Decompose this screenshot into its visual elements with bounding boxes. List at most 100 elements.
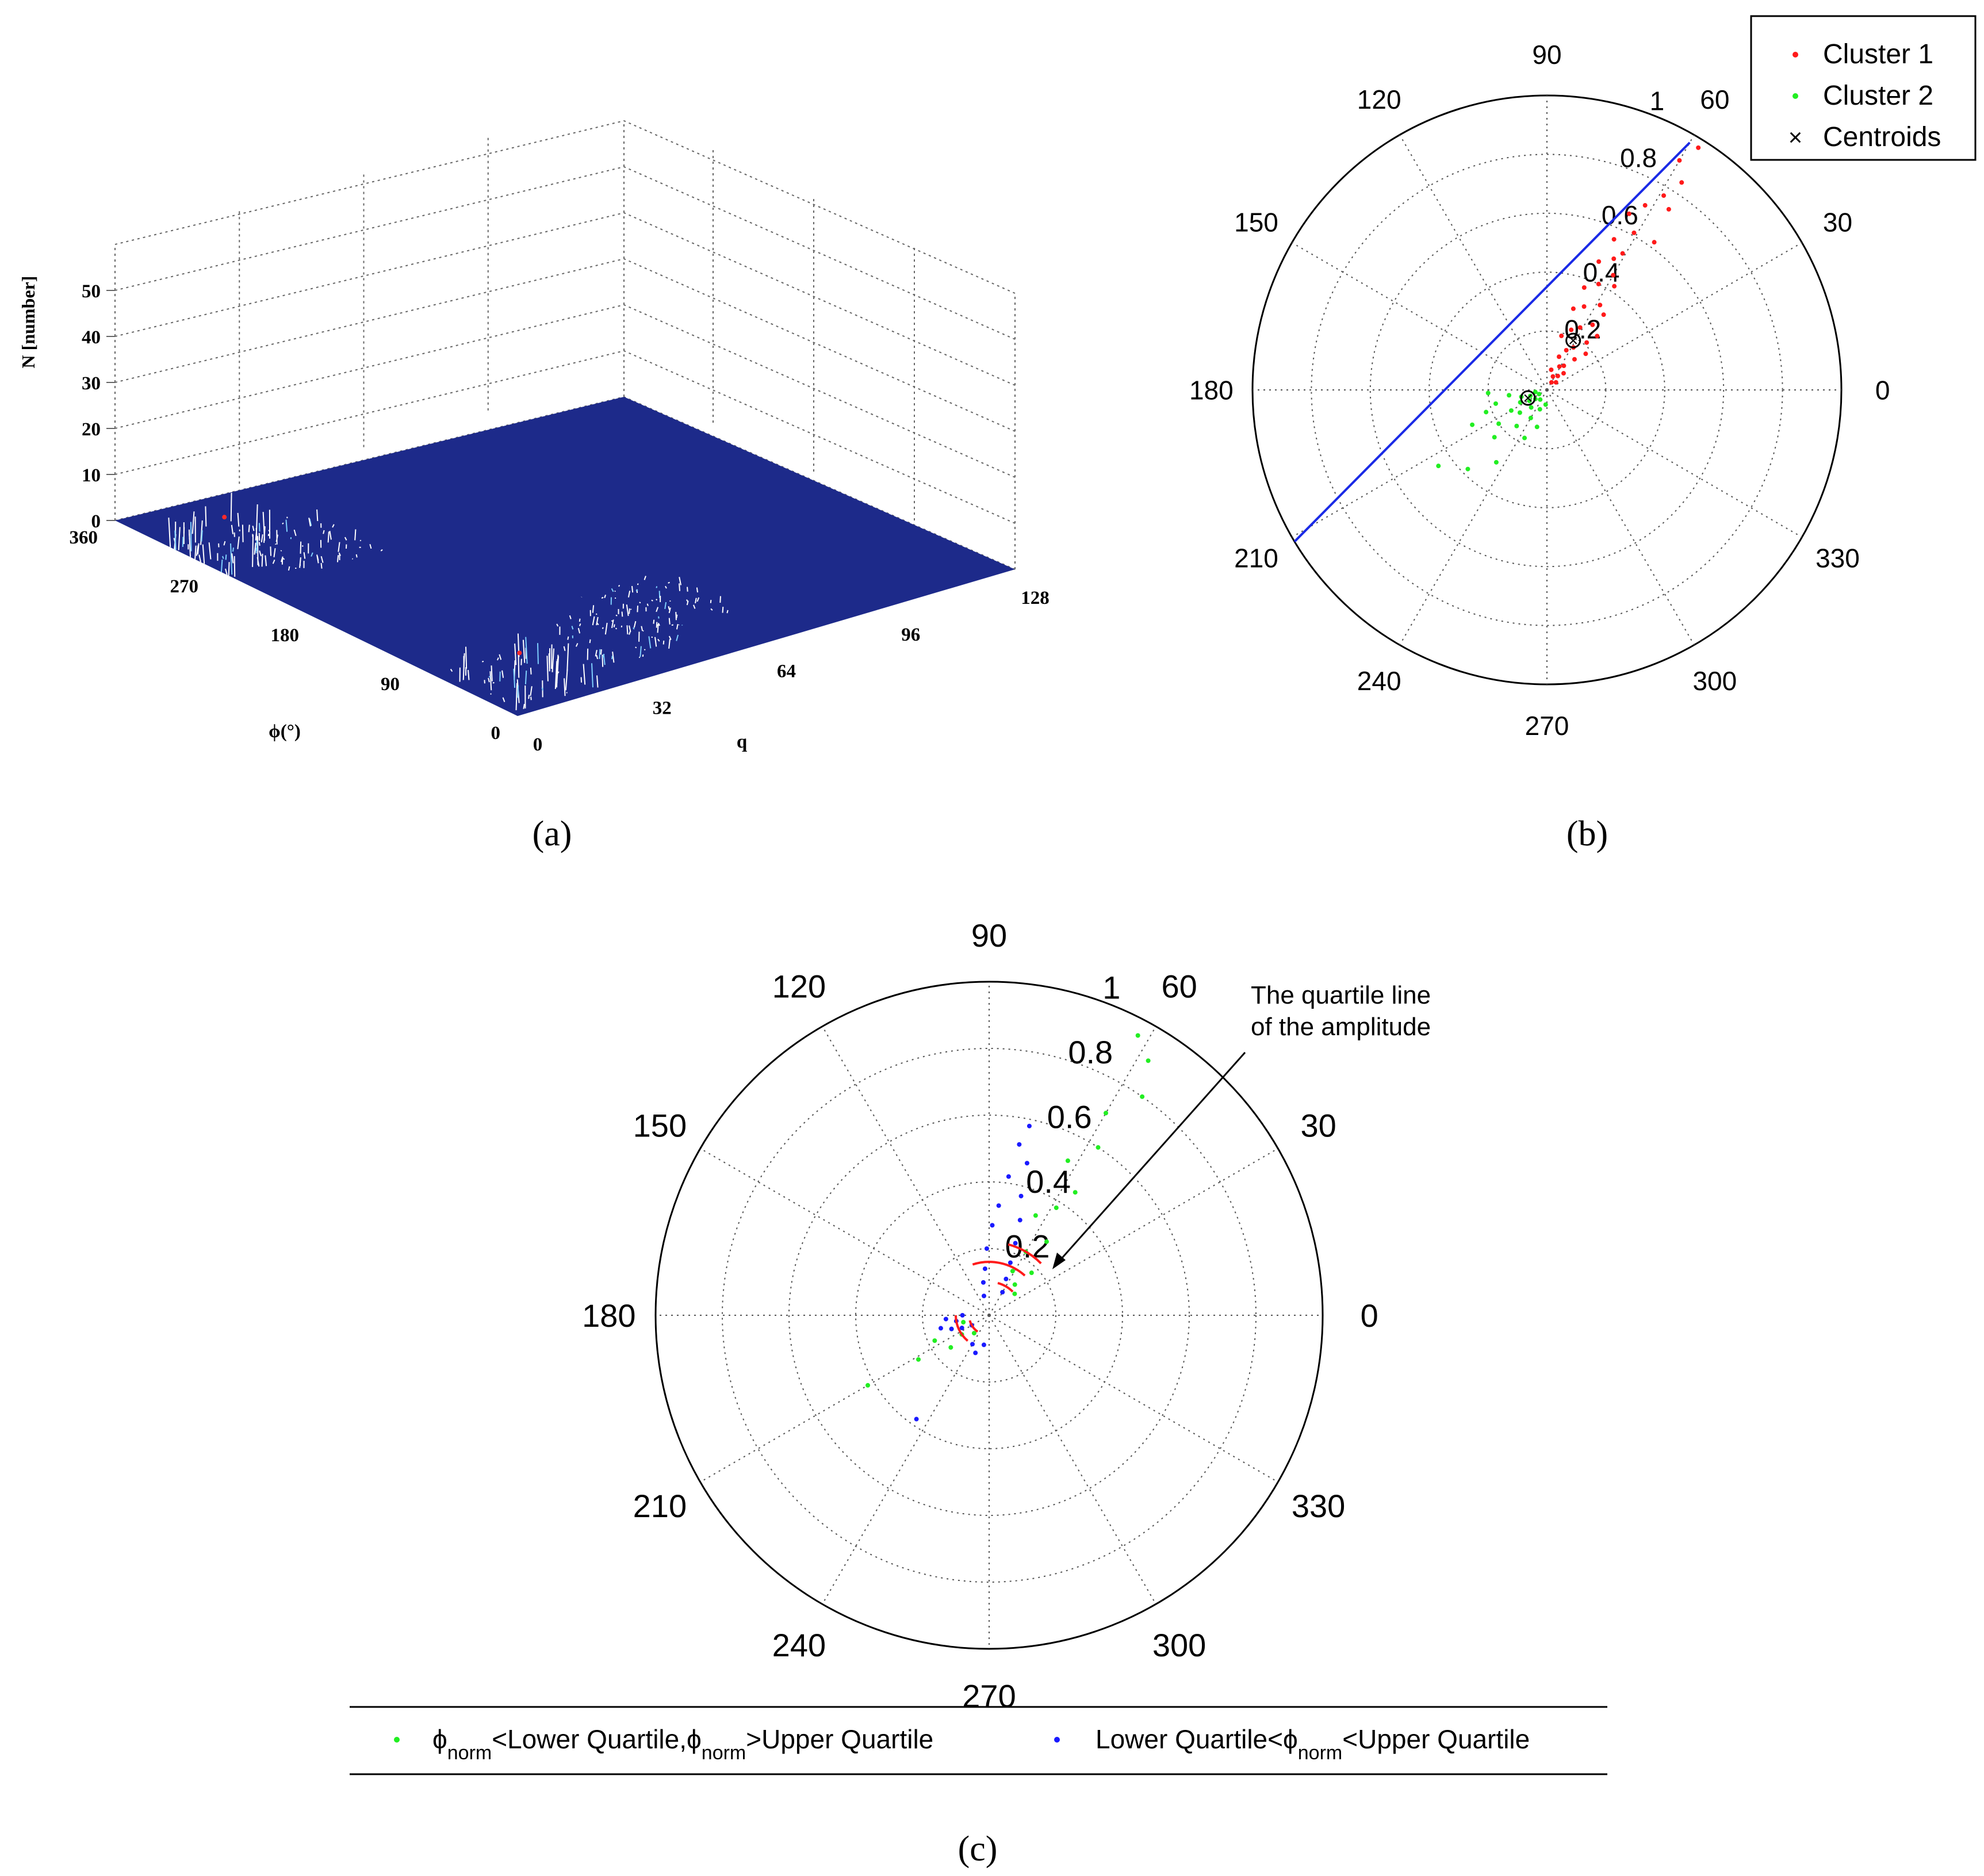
b-legend-marker-cluster1 xyxy=(1793,52,1798,58)
a-peak-spike xyxy=(523,703,525,709)
b-centroid-marker: × xyxy=(1568,331,1579,350)
b-point xyxy=(1465,466,1470,472)
a-peak-spike xyxy=(577,627,581,634)
c-point xyxy=(970,1342,975,1347)
a-peak-spike xyxy=(293,529,297,537)
polar-spoke xyxy=(1399,389,1548,645)
a-grid-level xyxy=(114,120,1016,294)
polar-angle-label: 330 xyxy=(1816,543,1860,573)
b-point xyxy=(1679,180,1684,185)
a-peak-spike xyxy=(642,654,644,657)
a-peak-spike xyxy=(528,694,530,699)
a-grid-level xyxy=(114,304,1016,478)
polar-spoke xyxy=(822,1026,990,1316)
a-peak-spike xyxy=(168,518,171,548)
c-point xyxy=(1146,1058,1151,1063)
a-peak-spike xyxy=(604,594,606,598)
a-peak-spike xyxy=(359,539,362,542)
b-point xyxy=(1590,322,1595,327)
a-peak-spike xyxy=(635,646,637,649)
a-peaks xyxy=(168,492,729,710)
c-point xyxy=(932,1338,937,1343)
polar-ring xyxy=(1369,212,1725,568)
a-peak-spike xyxy=(658,616,660,619)
a-peak-spike xyxy=(599,649,601,659)
a-peak-spike xyxy=(198,554,202,562)
c-point xyxy=(1013,1241,1018,1246)
polar-spoke xyxy=(700,1315,990,1483)
a-peak-spike xyxy=(231,524,234,534)
a-peak-spike xyxy=(592,616,595,626)
a-peak-spike xyxy=(656,599,658,601)
a-peak-spike xyxy=(299,557,301,568)
a-z-tick-label: 50 xyxy=(82,281,101,302)
a-peak-spike xyxy=(482,660,484,663)
b-legend-label-cluster1: Cluster 1 xyxy=(1823,39,1933,70)
c-point xyxy=(1000,1289,1005,1295)
a-peak-spike xyxy=(327,531,330,543)
a-peak-spike xyxy=(275,534,278,542)
b-point xyxy=(1666,206,1671,212)
a-peak-spike xyxy=(231,553,234,564)
b-point xyxy=(1549,367,1554,372)
a-peak-spike xyxy=(657,638,660,642)
a-peak-spike xyxy=(468,669,470,680)
a-peak-spike xyxy=(220,559,223,572)
a-peak-spike xyxy=(513,668,516,688)
polar-ring xyxy=(1428,271,1665,508)
a-peak-spike xyxy=(369,544,372,549)
a-peak-spike xyxy=(580,677,583,683)
a-peak-spike xyxy=(641,626,644,631)
a-peak-spike xyxy=(656,607,659,612)
a-peak-spike xyxy=(541,687,544,691)
polar-spoke xyxy=(1546,389,1695,645)
c-legend: ϕnorm<Lower Quartile,ϕnorm>Upper Quartil… xyxy=(350,1706,1607,1775)
b-point xyxy=(1493,460,1499,465)
panel-label-b: (b) xyxy=(1566,814,1608,853)
b-point xyxy=(1584,340,1590,345)
a-q-tick-label: 96 xyxy=(901,625,920,645)
a-peak-spike xyxy=(194,545,197,560)
a-peak-spike xyxy=(309,518,312,526)
polar-angle-label: 270 xyxy=(1525,711,1569,741)
a-peak-spike xyxy=(344,537,347,541)
b-point xyxy=(1533,389,1538,395)
a-peak-spike xyxy=(602,653,605,658)
polar-spoke xyxy=(989,1315,1156,1605)
c-point xyxy=(1024,1161,1029,1166)
polar-angle-label: 300 xyxy=(1692,666,1737,696)
c-point xyxy=(1004,1276,1009,1281)
b-point xyxy=(1534,424,1539,430)
a-peak-spike xyxy=(638,656,641,658)
b-point xyxy=(1642,203,1648,208)
b-point xyxy=(1611,273,1616,278)
b-point xyxy=(1538,397,1543,402)
a-peak-spike xyxy=(303,552,306,559)
a-peak-spike xyxy=(300,541,302,554)
a-peak-spike xyxy=(596,617,599,626)
polar-angle-label: 270 xyxy=(962,1678,1016,1714)
c-point xyxy=(980,1280,986,1285)
a-peak-spike xyxy=(208,542,212,560)
a-peak-spike xyxy=(256,540,258,551)
polar-angle-label: 330 xyxy=(1292,1488,1345,1524)
c-point xyxy=(1104,1111,1108,1116)
a-peak-spike xyxy=(254,542,256,555)
polar-angle-label: 150 xyxy=(1234,208,1278,238)
b-point xyxy=(1485,390,1491,396)
b-polar-grid xyxy=(1251,94,1843,686)
c-point xyxy=(1054,1205,1059,1211)
b-point xyxy=(1537,407,1542,412)
a-peak-spike xyxy=(653,619,655,624)
b-point xyxy=(1508,408,1514,413)
b-point xyxy=(1652,240,1657,245)
a-peak-spike xyxy=(615,627,618,630)
a-peak-spike xyxy=(679,583,681,591)
panel-label-c: (c) xyxy=(958,1829,998,1869)
a-x-axis-label: q xyxy=(737,732,748,752)
a-grid-lines xyxy=(114,120,1016,570)
a-peak-spike xyxy=(225,568,228,575)
a-peak-spike xyxy=(514,644,517,665)
c-quartile-arc xyxy=(972,1261,1026,1277)
